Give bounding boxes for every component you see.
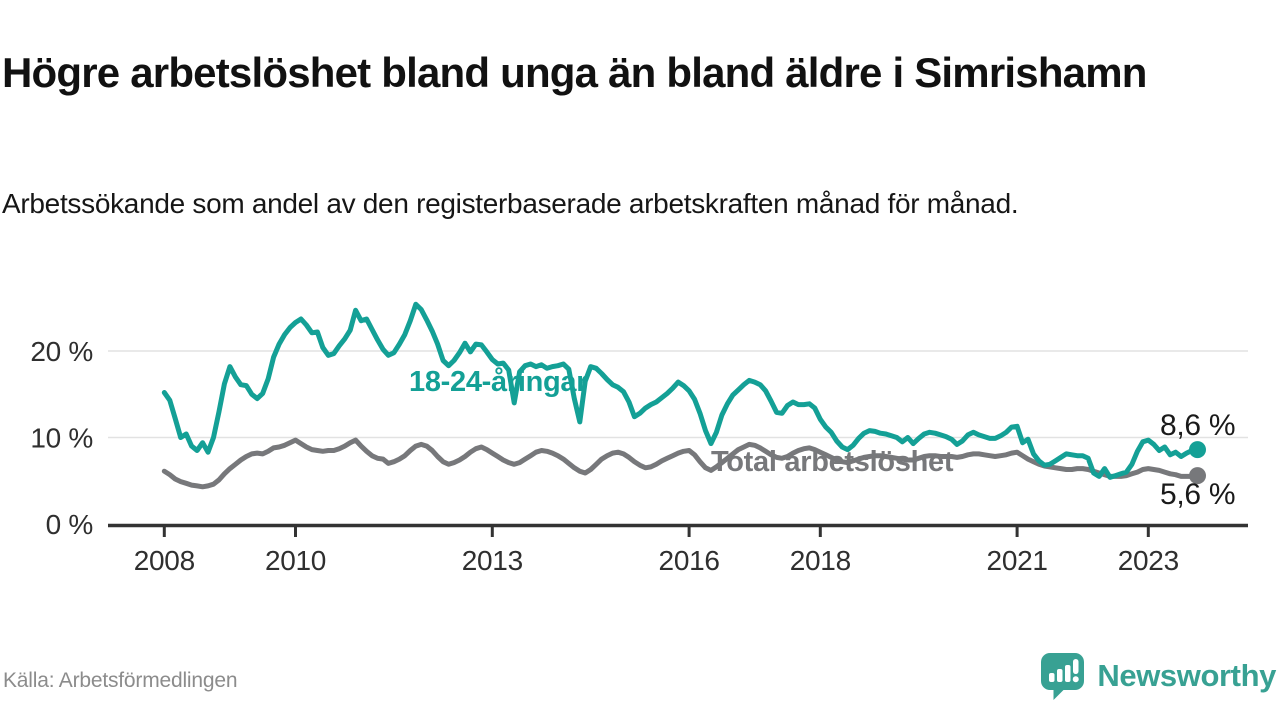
x-axis-labels: 2008 2010 2013 2016 2018 2021 2023 xyxy=(134,545,1179,576)
x-tick-label-2021: 2021 xyxy=(987,545,1048,576)
page-subtitle: Arbetssökande som andel av den registerb… xyxy=(2,188,1019,219)
x-axis-ticks xyxy=(162,525,1150,537)
series-label-total: Total arbetslöshet xyxy=(711,446,954,478)
youth-series-line xyxy=(161,301,1200,480)
y-axis-labels: 0 % 10 % 20 % xyxy=(30,336,93,540)
series-label-youth: 18-24-åringar xyxy=(409,366,588,398)
source-note: Källa: Arbetsförmedlingen xyxy=(3,669,238,692)
x-tick-label-2013: 2013 xyxy=(462,545,523,576)
end-value-label-youth: 8,6 % xyxy=(1160,409,1236,442)
y-tick-label-0: 0 % xyxy=(46,509,93,540)
x-tick-label-2016: 2016 xyxy=(659,545,720,576)
end-value-label-total: 5,6 % xyxy=(1160,478,1236,511)
brand-lockup: Newsworthy xyxy=(1040,650,1276,702)
gridlines xyxy=(108,350,1248,439)
total-series-line xyxy=(161,437,1200,490)
y-tick-label-10: 10 % xyxy=(30,423,93,454)
x-tick-label-2023: 2023 xyxy=(1118,545,1179,576)
youth-series-endpoint xyxy=(1189,441,1206,459)
page-title: Högre arbetslöshet bland unga än bland ä… xyxy=(2,49,1147,97)
total-series-endpoint xyxy=(1189,467,1206,485)
brand-name: Newsworthy xyxy=(1097,658,1276,693)
newsworthy-logo-icon xyxy=(1040,652,1086,701)
y-tick-label-20: 20 % xyxy=(30,336,93,367)
x-tick-label-2018: 2018 xyxy=(790,545,851,576)
x-tick-label-2008: 2008 xyxy=(134,545,195,576)
x-tick-label-2010: 2010 xyxy=(265,545,326,576)
